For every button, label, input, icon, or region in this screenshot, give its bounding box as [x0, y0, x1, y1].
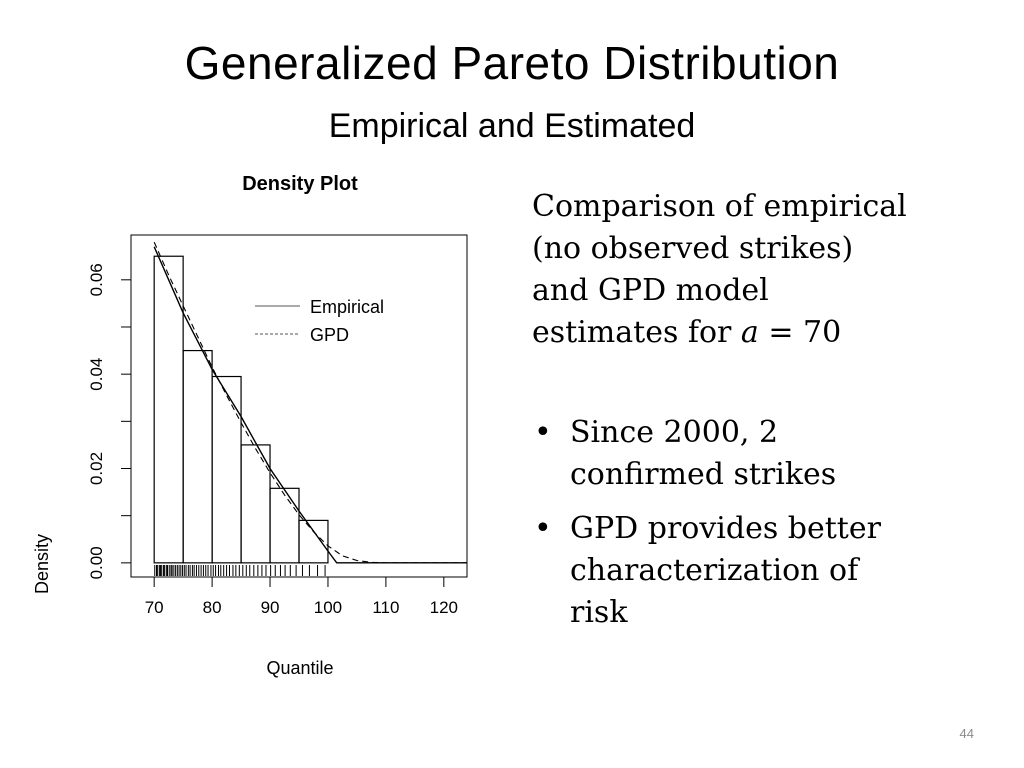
y-tick-label: 0.06 [87, 263, 106, 296]
empirical-density-line [153, 246, 467, 564]
density-plot-chart: Density Plot Quantile Density 70 80 90 100 1… [32, 173, 468, 678]
bullet-2-line-2: characterization of [570, 553, 859, 588]
plot-frame [130, 234, 468, 578]
x-tick-label: 80 [203, 598, 222, 617]
description-block: Comparison of empirical (no observed str… [532, 186, 972, 646]
bullet-dot-icon: • [534, 415, 552, 450]
x-tick-label: 90 [261, 598, 280, 617]
description-text: Comparison of empirical (no observed str… [532, 186, 972, 354]
y-tick-label: 0.00 [87, 546, 106, 579]
description-line-1: Comparison of empirical [532, 189, 907, 224]
x-tick-label: 110 [372, 598, 399, 617]
description-line-2: (no observed strikes) [532, 231, 854, 266]
threshold-variable: a [740, 315, 759, 350]
bullet-1-line-2: confirmed strikes [570, 457, 837, 492]
histogram-bar [240, 444, 271, 564]
bullet-1-line-1: Since 2000, 2 [570, 415, 779, 450]
bullet-2-line-3: risk [570, 595, 628, 630]
histogram-bar [298, 519, 329, 564]
histogram-bar [182, 349, 213, 564]
description-line-4-prefix: estimates for [532, 315, 741, 350]
x-tick-label: 70 [145, 598, 164, 617]
slide-subtitle: Empirical and Estimated [328, 107, 696, 145]
gpd-density-line [153, 241, 467, 564]
histogram-bar [211, 375, 242, 564]
bullet-item: • GPD provides better characterization o… [532, 508, 972, 634]
description-line-4-suffix: = 70 [758, 315, 842, 350]
page-number: 44 [959, 726, 974, 741]
y-axis-label: Density [32, 534, 52, 594]
chart-title: Density Plot [242, 173, 358, 195]
bullet-dot-icon: • [534, 511, 552, 546]
legend-label-empirical: Empirical [310, 297, 384, 317]
histogram-bar [269, 487, 300, 564]
bullet-item: • Since 2000, 2 confirmed strikes [532, 412, 972, 496]
slide-title: Generalized Pareto Distribution [184, 37, 840, 89]
y-tick-label: 0.04 [87, 358, 106, 391]
bullet-2-line-1: GPD provides better [570, 511, 881, 546]
y-tick-label: 0.02 [87, 452, 106, 485]
bullet-list: • Since 2000, 2 confirmed strikes • GPD … [532, 412, 972, 634]
legend-label-gpd: GPD [310, 325, 349, 345]
x-tick-label: 120 [430, 598, 458, 617]
description-line-3: and GPD model [532, 273, 769, 308]
x-axis-label: Quantile [266, 658, 333, 678]
x-tick-label: 100 [314, 598, 342, 617]
